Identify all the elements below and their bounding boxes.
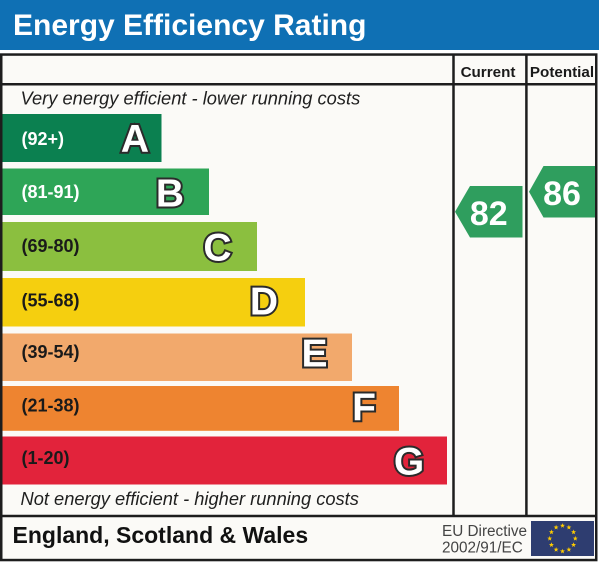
svg-text:Potential: Potential <box>530 64 594 81</box>
svg-text:F: F <box>352 387 376 430</box>
svg-text:A: A <box>121 118 149 161</box>
svg-text:(39-54): (39-54) <box>22 342 80 362</box>
svg-text:(69-80): (69-80) <box>22 236 80 256</box>
svg-text:(81-91): (81-91) <box>22 182 80 202</box>
svg-text:EU Directive: EU Directive <box>442 523 527 540</box>
svg-text:Very energy efficient - lower: Very energy efficient - lower running co… <box>21 88 361 109</box>
svg-text:(92+): (92+) <box>22 129 65 149</box>
svg-text:D: D <box>250 280 278 323</box>
svg-text:(21-38): (21-38) <box>22 396 80 416</box>
svg-text:E: E <box>301 332 327 375</box>
svg-text:Energy Efficiency Rating: Energy Efficiency Rating <box>13 9 366 42</box>
svg-text:C: C <box>203 227 231 270</box>
svg-text:G: G <box>394 441 424 484</box>
svg-text:Not energy efficient - higher: Not energy efficient - higher running co… <box>21 488 359 509</box>
svg-text:86: 86 <box>543 175 581 213</box>
svg-text:B: B <box>156 173 184 216</box>
svg-text:Current: Current <box>461 64 516 81</box>
svg-text:England, Scotland & Wales: England, Scotland & Wales <box>13 522 309 548</box>
svg-text:(1-20): (1-20) <box>22 448 70 468</box>
svg-text:2002/91/EC: 2002/91/EC <box>442 540 523 557</box>
svg-text:(55-68): (55-68) <box>22 291 80 311</box>
svg-text:82: 82 <box>470 195 508 233</box>
